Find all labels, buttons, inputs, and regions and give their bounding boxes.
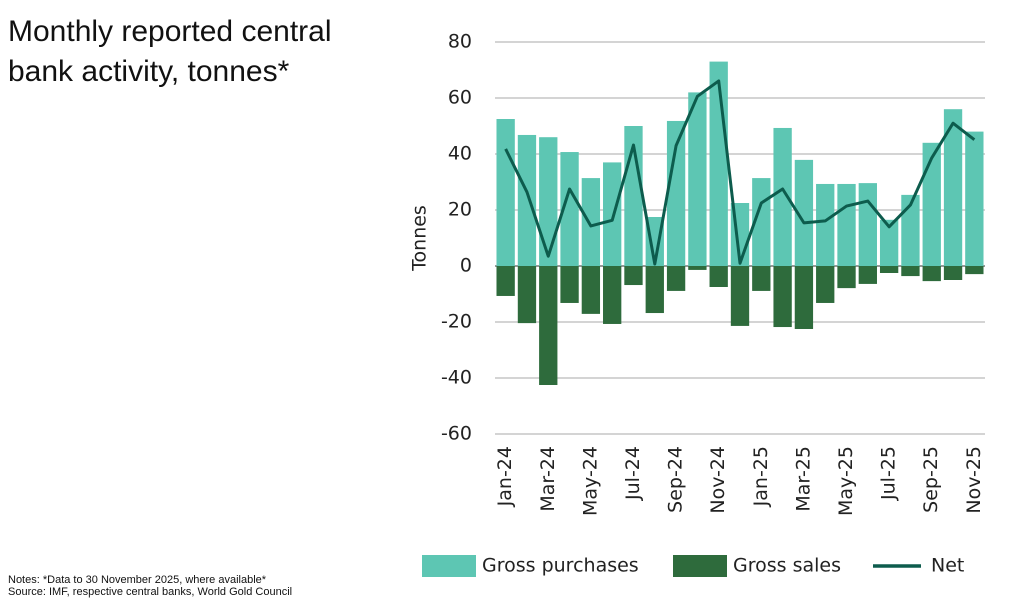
- bar: [603, 162, 622, 266]
- bar: [858, 266, 877, 284]
- bar: [879, 219, 899, 266]
- bar: [773, 127, 792, 267]
- y-tick-label: -60: [441, 423, 472, 445]
- bar: [517, 266, 537, 324]
- bar: [539, 266, 558, 385]
- net-line: [504, 79, 976, 266]
- legend-label: Gross purchases: [482, 555, 639, 577]
- bar: [965, 266, 984, 275]
- bar: [645, 217, 664, 266]
- bar: [901, 266, 920, 277]
- legend-swatch: [673, 555, 727, 577]
- x-tick-label: Jul-24: [622, 446, 644, 501]
- bar: [943, 109, 963, 266]
- bar: [666, 120, 686, 267]
- legend-swatch: [422, 555, 476, 577]
- y-tick-label: 40: [448, 143, 472, 165]
- bar: [922, 142, 941, 266]
- y-axis-title: Tonnes: [409, 205, 431, 272]
- bar: [922, 266, 941, 282]
- x-tick-label: May-25: [835, 446, 857, 516]
- chart-title: Monthly reported central bank activity, …: [8, 15, 332, 88]
- bar: [688, 92, 707, 267]
- bar: [965, 131, 984, 266]
- bar: [560, 266, 579, 303]
- y-tick-label: -40: [441, 367, 472, 389]
- bar: [624, 266, 643, 286]
- bar: [666, 266, 686, 291]
- bar: [581, 178, 601, 266]
- y-tick-label: 20: [448, 199, 472, 221]
- bar: [816, 183, 835, 266]
- bar: [730, 266, 750, 326]
- bar: [581, 266, 601, 314]
- bar: [794, 266, 814, 329]
- notes-text: Notes: *Data to 30 November 2025, where …: [8, 574, 267, 586]
- x-tick-label: Sep-25: [920, 446, 942, 513]
- bar: [603, 266, 622, 324]
- x-tick-label: Jul-25: [878, 446, 900, 501]
- x-tick-label: May-24: [579, 446, 601, 516]
- bar: [688, 266, 707, 270]
- x-tick-label: Nov-24: [707, 446, 729, 514]
- bar: [645, 266, 664, 314]
- bar: [539, 137, 558, 266]
- bar: [943, 266, 963, 280]
- source-text: Source: IMF, respective central banks, W…: [8, 586, 293, 598]
- bar: [837, 266, 856, 289]
- x-tick-label: Sep-24: [665, 446, 687, 513]
- bar: [496, 119, 515, 266]
- bar: [879, 266, 899, 273]
- x-tick-label: Jan-24: [494, 446, 516, 507]
- notes: Notes: *Data to 30 November 2025, where …: [8, 574, 292, 598]
- y-tick-label: 80: [448, 31, 472, 53]
- bar: [560, 152, 579, 266]
- bar: [816, 266, 835, 303]
- bar: [709, 266, 728, 287]
- bar: [901, 194, 920, 266]
- legend-label: Gross sales: [733, 555, 841, 577]
- bar: [773, 266, 792, 328]
- x-tick-label: Jan-25: [750, 446, 772, 507]
- bar: [517, 134, 537, 266]
- bar: [752, 266, 771, 291]
- bar: [837, 183, 856, 266]
- y-tick-label: 60: [448, 87, 472, 109]
- x-tick-label: Nov-25: [963, 446, 985, 514]
- x-tick-label: Mar-24: [537, 446, 559, 512]
- y-tick-label: 0: [460, 255, 472, 277]
- bar: [794, 159, 814, 266]
- legend-label: Net: [931, 555, 964, 577]
- bar: [858, 183, 877, 266]
- bar: [496, 266, 515, 296]
- x-tick-label: Mar-25: [792, 446, 814, 512]
- y-tick-label: -20: [441, 311, 472, 333]
